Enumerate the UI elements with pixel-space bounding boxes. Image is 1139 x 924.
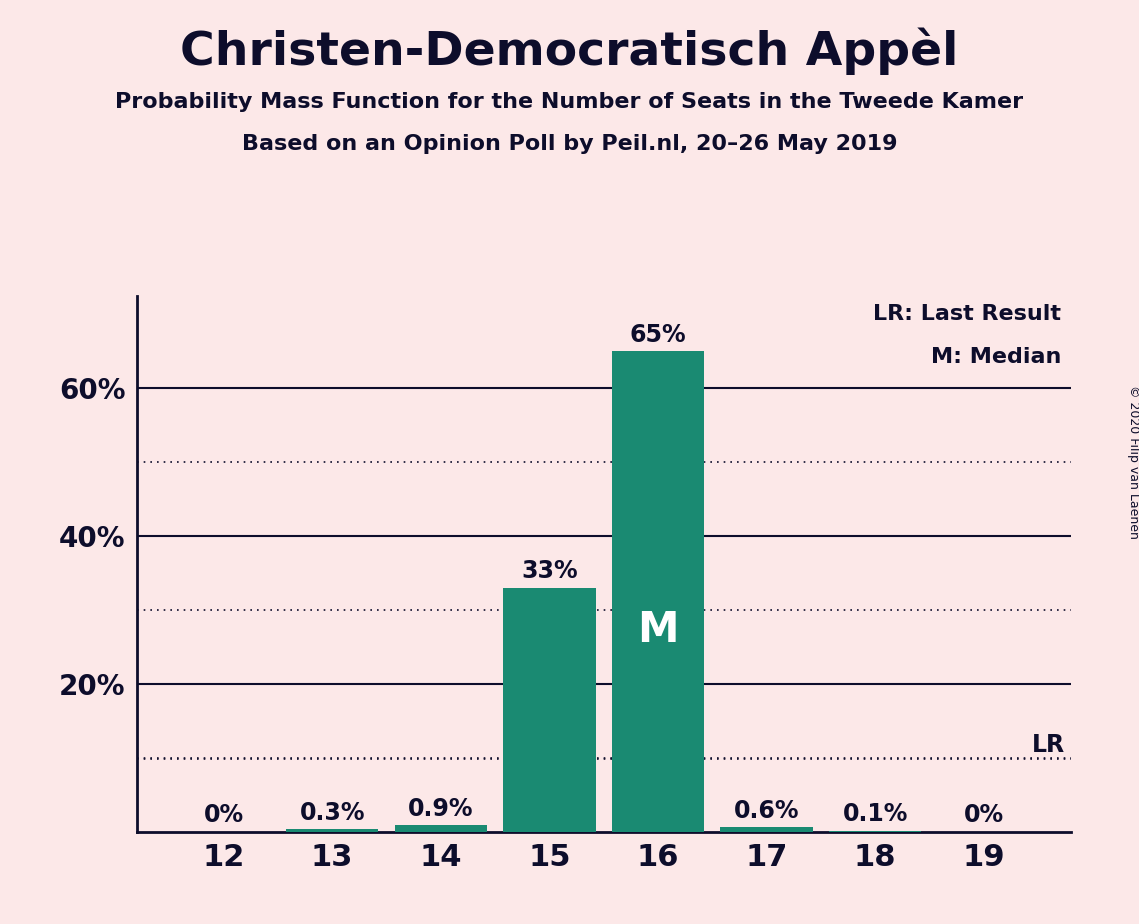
Bar: [286, 830, 378, 832]
Text: 0%: 0%: [204, 803, 244, 827]
Bar: [503, 588, 596, 832]
Text: 0%: 0%: [964, 803, 1003, 827]
Text: M: M: [637, 609, 679, 650]
Text: 65%: 65%: [630, 322, 687, 346]
Text: 0.9%: 0.9%: [408, 796, 474, 821]
Bar: [612, 351, 704, 832]
Text: M: Median: M: Median: [931, 346, 1062, 367]
Text: LR: LR: [1032, 733, 1065, 757]
Text: Based on an Opinion Poll by Peil.nl, 20–26 May 2019: Based on an Opinion Poll by Peil.nl, 20–…: [241, 134, 898, 154]
Text: © 2020 Filip van Laenen: © 2020 Filip van Laenen: [1126, 385, 1139, 539]
Text: 0.6%: 0.6%: [734, 798, 800, 822]
Bar: [394, 825, 487, 832]
Text: Christen-Democratisch Appèl: Christen-Democratisch Appèl: [180, 28, 959, 75]
Text: Probability Mass Function for the Number of Seats in the Tweede Kamer: Probability Mass Function for the Number…: [115, 92, 1024, 113]
Text: 0.1%: 0.1%: [843, 802, 908, 826]
Text: 0.3%: 0.3%: [300, 801, 364, 825]
Text: LR: Last Result: LR: Last Result: [874, 304, 1062, 323]
Bar: [721, 827, 813, 832]
Text: 33%: 33%: [521, 559, 577, 583]
